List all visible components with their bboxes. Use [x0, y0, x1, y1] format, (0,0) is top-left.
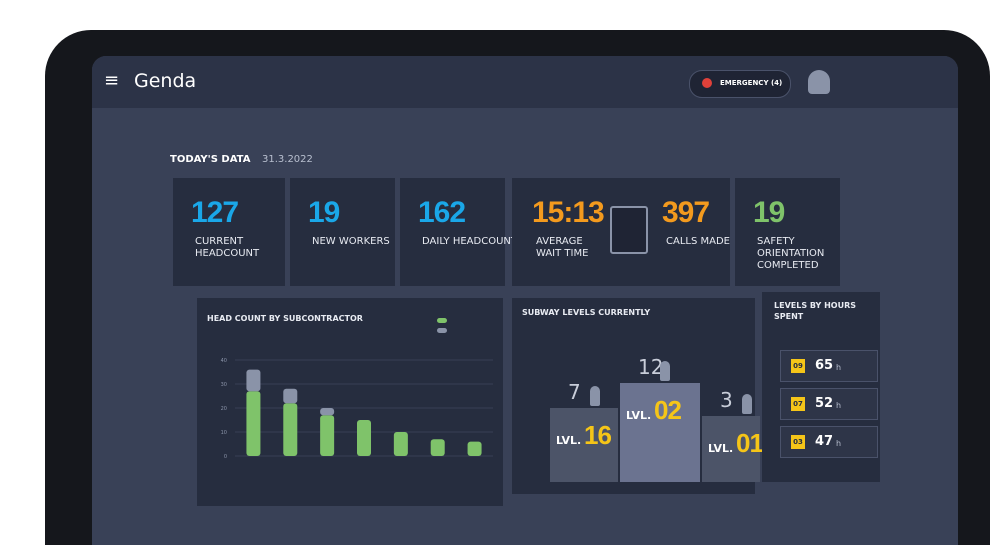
y-tick-label: 0	[224, 454, 227, 460]
bar-segment	[393, 432, 408, 456]
podium-block: LVL. 01	[702, 416, 764, 482]
level-number: 01	[736, 428, 764, 458]
stat-label: CURRENT HEADCOUNT	[195, 236, 260, 259]
hours-row: 09 65 h	[780, 350, 878, 382]
level-number: 16	[584, 420, 612, 450]
stat-value: 19	[308, 196, 340, 229]
worker-icon	[590, 386, 600, 406]
hours-unit: h	[836, 363, 842, 372]
level-badge: 09	[791, 359, 805, 373]
bar-segment	[467, 441, 482, 456]
stat-label: CALLS MADE	[666, 236, 730, 247]
hours-value: 65	[815, 358, 834, 373]
y-tick-label: 40	[221, 358, 227, 364]
bar-chart: 0 10 20 30 40	[221, 318, 493, 460]
y-tick-label: 30	[221, 382, 227, 388]
level-prefix: LVL.	[556, 434, 582, 447]
emergency-button[interactable]: EMERGENCY (4)	[689, 70, 791, 98]
stat-card: 162 DAILY HEADCOUNT	[400, 178, 517, 286]
level-badge: 03	[791, 435, 805, 449]
stat-label: SAFETY ORIENTATION COMPLETED	[757, 236, 825, 271]
stat-label: AVERAGE WAIT TIME	[536, 236, 589, 259]
worker-count: 12	[638, 355, 664, 379]
worker-count: 7	[568, 380, 581, 404]
y-tick-label: 20	[221, 406, 227, 412]
header: ≡ Genda EMERGENCY (4)	[92, 56, 958, 108]
legend-swatch	[437, 328, 447, 333]
bar-segment	[430, 439, 445, 456]
level-prefix: LVL.	[708, 442, 734, 455]
hours-row: 03 47 h	[780, 426, 878, 458]
hours-row: 07 52 h	[780, 388, 878, 420]
bar-segment	[246, 391, 261, 456]
worker-count: 3	[720, 388, 733, 412]
user-avatar[interactable]	[808, 70, 830, 94]
levels-panel: SUBWAY LEVELS CURRENTLY LVL. 16 7 LVL. 02 12 LV…	[512, 298, 764, 494]
stat-card: 19 NEW WORKERS	[290, 178, 395, 286]
podium-block: LVL. 02	[620, 383, 700, 482]
stat-card: 19 SAFETY ORIENTATION COMPLETED	[735, 178, 840, 286]
stat-value: 397	[662, 196, 710, 229]
stat-label: DAILY HEADCOUNT	[422, 236, 517, 247]
elevator-icon	[610, 206, 648, 254]
stat-value: 162	[418, 196, 466, 229]
stat-value: 127	[191, 196, 239, 229]
worker-icon	[742, 394, 752, 414]
bar-segment	[246, 369, 261, 392]
menu-icon[interactable]: ≡	[104, 70, 120, 91]
bar-segment	[283, 388, 298, 404]
bar-segment	[357, 420, 371, 456]
level-prefix: LVL.	[626, 409, 652, 422]
chart-title: HEAD COUNT BY SUBCONTRACTOR	[207, 314, 363, 323]
hours-unit: h	[836, 439, 842, 448]
stat-card: 127 CURRENT HEADCOUNT	[173, 178, 285, 286]
bar-segment	[283, 403, 298, 456]
stat-value: 19	[753, 196, 785, 229]
hours-title: LEVELS BY HOURS SPENT	[774, 301, 857, 321]
worker-icon	[660, 361, 670, 381]
level-number: 02	[654, 395, 682, 425]
level-badge: 07	[791, 397, 805, 411]
hours-value: 47	[815, 434, 834, 449]
levels-title: SUBWAY LEVELS CURRENTLY	[522, 308, 651, 317]
chart-panel: HEAD COUNT BY SUBCONTRACTOR 0 10 20 30 40	[197, 298, 503, 506]
bar-segment	[320, 408, 335, 416]
emergency-label: EMERGENCY (4)	[720, 79, 783, 87]
today-date: 31.3.2022	[262, 154, 313, 165]
today-title: TODAY'S DATA	[170, 154, 251, 165]
legend-swatch	[437, 318, 447, 323]
bar-segment	[320, 415, 335, 456]
stat-card: 15:13 AVERAGE WAIT TIME 397 CALLS MADE	[512, 178, 730, 286]
hours-unit: h	[836, 401, 842, 410]
stat-label: NEW WORKERS	[312, 236, 390, 247]
hours-value: 52	[815, 396, 834, 411]
podium-block: LVL. 16	[550, 408, 618, 482]
emergency-icon	[702, 78, 712, 88]
stat-value: 15:13	[532, 196, 605, 229]
y-tick-label: 10	[221, 430, 227, 436]
logo: Genda	[134, 70, 197, 92]
screen: ≡ Genda EMERGENCY (4) TODAY'S DATA 31.3.…	[92, 56, 958, 545]
hours-panel: LEVELS BY HOURS SPENT 09 65 h 07 52 h 03 47 h	[762, 292, 880, 482]
